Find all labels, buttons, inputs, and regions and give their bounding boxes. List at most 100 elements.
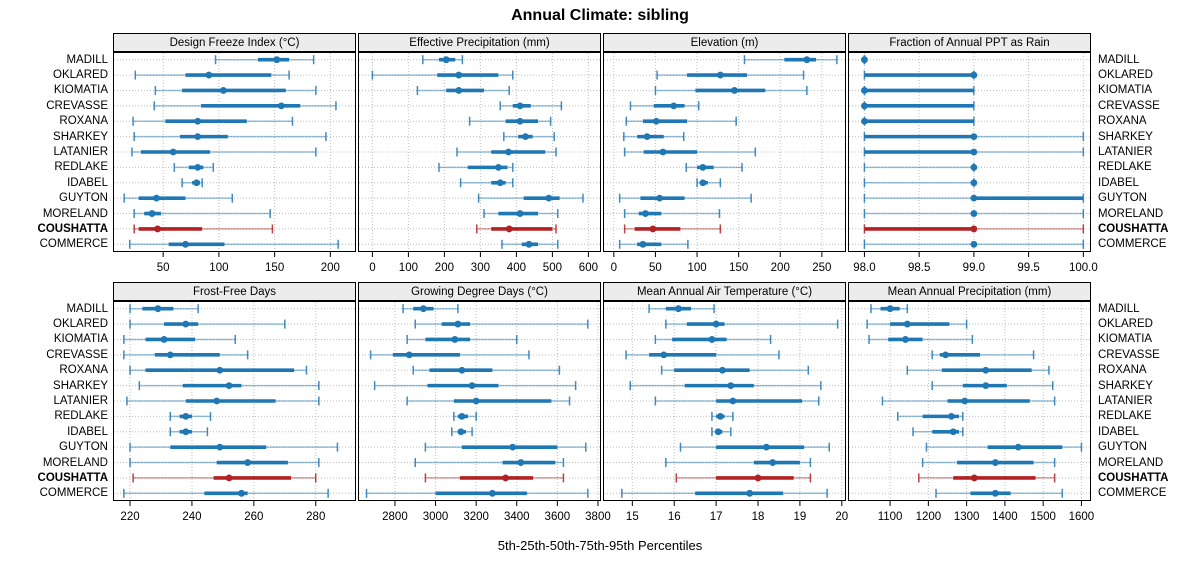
station-label: MADILL [66, 302, 108, 315]
station-label: CREVASSE [1098, 348, 1160, 361]
panel-plot-2 [358, 52, 601, 252]
svg-text:18: 18 [752, 511, 765, 523]
station-label: ROXANA [1098, 364, 1147, 377]
station-label: OKLARED [1098, 69, 1153, 82]
station-label: MADILL [1098, 53, 1140, 66]
station-label: CREVASSE [46, 348, 108, 361]
svg-text:2800: 2800 [382, 511, 408, 523]
svg-text:1300: 1300 [954, 511, 980, 523]
panel-strip-title: Mean Annual Precipitation (mm) [887, 285, 1052, 298]
panel-strip: Fraction of Annual PPT as Rain [848, 33, 1091, 52]
station-label: ROXANA [59, 115, 108, 128]
panel-axis-1: 50 100 150 200 [157, 252, 340, 274]
station-label: LATANIER [1098, 146, 1153, 158]
panel-strip-title: Growing Degree Days (°C) [411, 285, 548, 298]
svg-text:15: 15 [626, 511, 639, 523]
station-label: MADILL [66, 53, 108, 66]
panel-plot-6 [358, 301, 601, 501]
svg-text:3000: 3000 [423, 511, 449, 523]
svg-text:220: 220 [120, 511, 139, 523]
station-label: REDLAKE [1098, 410, 1152, 423]
svg-text:50: 50 [157, 262, 170, 274]
svg-text:200: 200 [771, 262, 790, 274]
svg-text:98.5: 98.5 [908, 262, 930, 274]
station-label: IDABEL [1098, 176, 1139, 189]
svg-text:100.0: 100.0 [1069, 262, 1098, 274]
svg-text:150: 150 [729, 262, 748, 274]
svg-text:100: 100 [399, 262, 418, 274]
svg-text:260: 260 [244, 511, 263, 523]
svg-text:300: 300 [471, 262, 490, 274]
station-label: CREVASSE [46, 99, 108, 112]
station-label: MORELAND [1098, 207, 1164, 220]
panel-strip-title: Design Freeze Index (°C) [169, 36, 300, 49]
station-label: SHARKEY [1098, 130, 1153, 143]
panel-strip: Mean Annual Precipitation (mm) [848, 282, 1091, 301]
svg-text:16: 16 [668, 511, 681, 523]
svg-text:50: 50 [649, 262, 662, 274]
svg-text:1400: 1400 [992, 511, 1018, 523]
station-label: ROXANA [1098, 115, 1147, 128]
svg-text:240: 240 [182, 511, 201, 523]
station-label: KIOMATIA [1098, 84, 1153, 97]
svg-text:3200: 3200 [463, 511, 489, 523]
panel-axis-3: 0 50 100 150 200 250 [611, 252, 831, 274]
station-label: CREVASSE [1098, 99, 1160, 112]
station-label: COUSHATTA [37, 222, 108, 235]
panel-strip-title: Mean Annual Air Temperature (°C) [636, 285, 813, 298]
panel-axis-4: 98.0 98.5 99.0 99.5 100.0 [853, 252, 1098, 274]
panel-strip-title: Fraction of Annual PPT as Rain [889, 36, 1050, 49]
station-label: GUYTON [1098, 192, 1147, 205]
panel-plot-7 [603, 301, 846, 501]
svg-text:200: 200 [435, 262, 454, 274]
station-label: OKLARED [53, 69, 108, 82]
svg-text:17: 17 [710, 511, 723, 523]
chart-title: Annual Climate: sibling [511, 7, 689, 24]
panel-plot-4 [848, 52, 1091, 252]
panel-plot-5 [113, 301, 356, 501]
svg-text:1100: 1100 [878, 511, 903, 523]
station-label: IDABEL [1098, 425, 1139, 438]
station-label: MADILL [1098, 302, 1140, 315]
svg-text:1600: 1600 [1069, 511, 1095, 523]
panel-strip: Effective Precipitation (mm) [358, 33, 601, 52]
svg-text:600: 600 [579, 262, 598, 274]
svg-text:99.0: 99.0 [963, 262, 985, 274]
station-label: LATANIER [53, 395, 108, 407]
svg-text:280: 280 [306, 511, 325, 523]
station-label: SHARKEY [53, 379, 108, 392]
station-label: REDLAKE [1098, 161, 1152, 174]
station-label: IDABEL [67, 176, 108, 189]
panel-strip: Mean Annual Air Temperature (°C) [603, 282, 846, 301]
svg-text:200: 200 [321, 262, 340, 274]
panel-strip-title: Elevation (m) [690, 36, 759, 49]
panel-strip-title: Effective Precipitation (mm) [409, 36, 550, 49]
panel-plot-3 [603, 52, 846, 252]
panel-strip: Design Freeze Index (°C) [113, 33, 356, 52]
station-label: MORELAND [42, 207, 108, 220]
svg-text:3600: 3600 [545, 511, 571, 523]
svg-text:0: 0 [611, 262, 617, 274]
station-label: IDABEL [67, 425, 108, 438]
svg-text:98.0: 98.0 [853, 262, 875, 274]
panel-strip: Frost-Free Days [113, 282, 356, 301]
station-label: SHARKEY [1098, 379, 1153, 392]
panel-strip-title: Frost-Free Days [192, 285, 277, 298]
station-label: SHARKEY [53, 130, 108, 143]
svg-text:400: 400 [507, 262, 526, 274]
station-label: REDLAKE [54, 161, 108, 174]
panel-plot-1 [113, 52, 356, 252]
svg-text:19: 19 [794, 511, 807, 523]
panel-strip: Elevation (m) [603, 33, 846, 52]
station-label: COMMERCE [1098, 487, 1167, 500]
station-label: REDLAKE [54, 410, 108, 423]
svg-text:150: 150 [265, 262, 284, 274]
station-label: KIOMATIA [53, 84, 108, 97]
svg-text:1500: 1500 [1030, 511, 1056, 523]
svg-text:0: 0 [369, 262, 375, 274]
station-label: KIOMATIA [1098, 333, 1153, 346]
station-label: GUYTON [59, 441, 108, 454]
station-label: COMMERCE [1098, 238, 1167, 251]
panel-axis-7: 15 16 17 18 19 20 [626, 501, 848, 523]
